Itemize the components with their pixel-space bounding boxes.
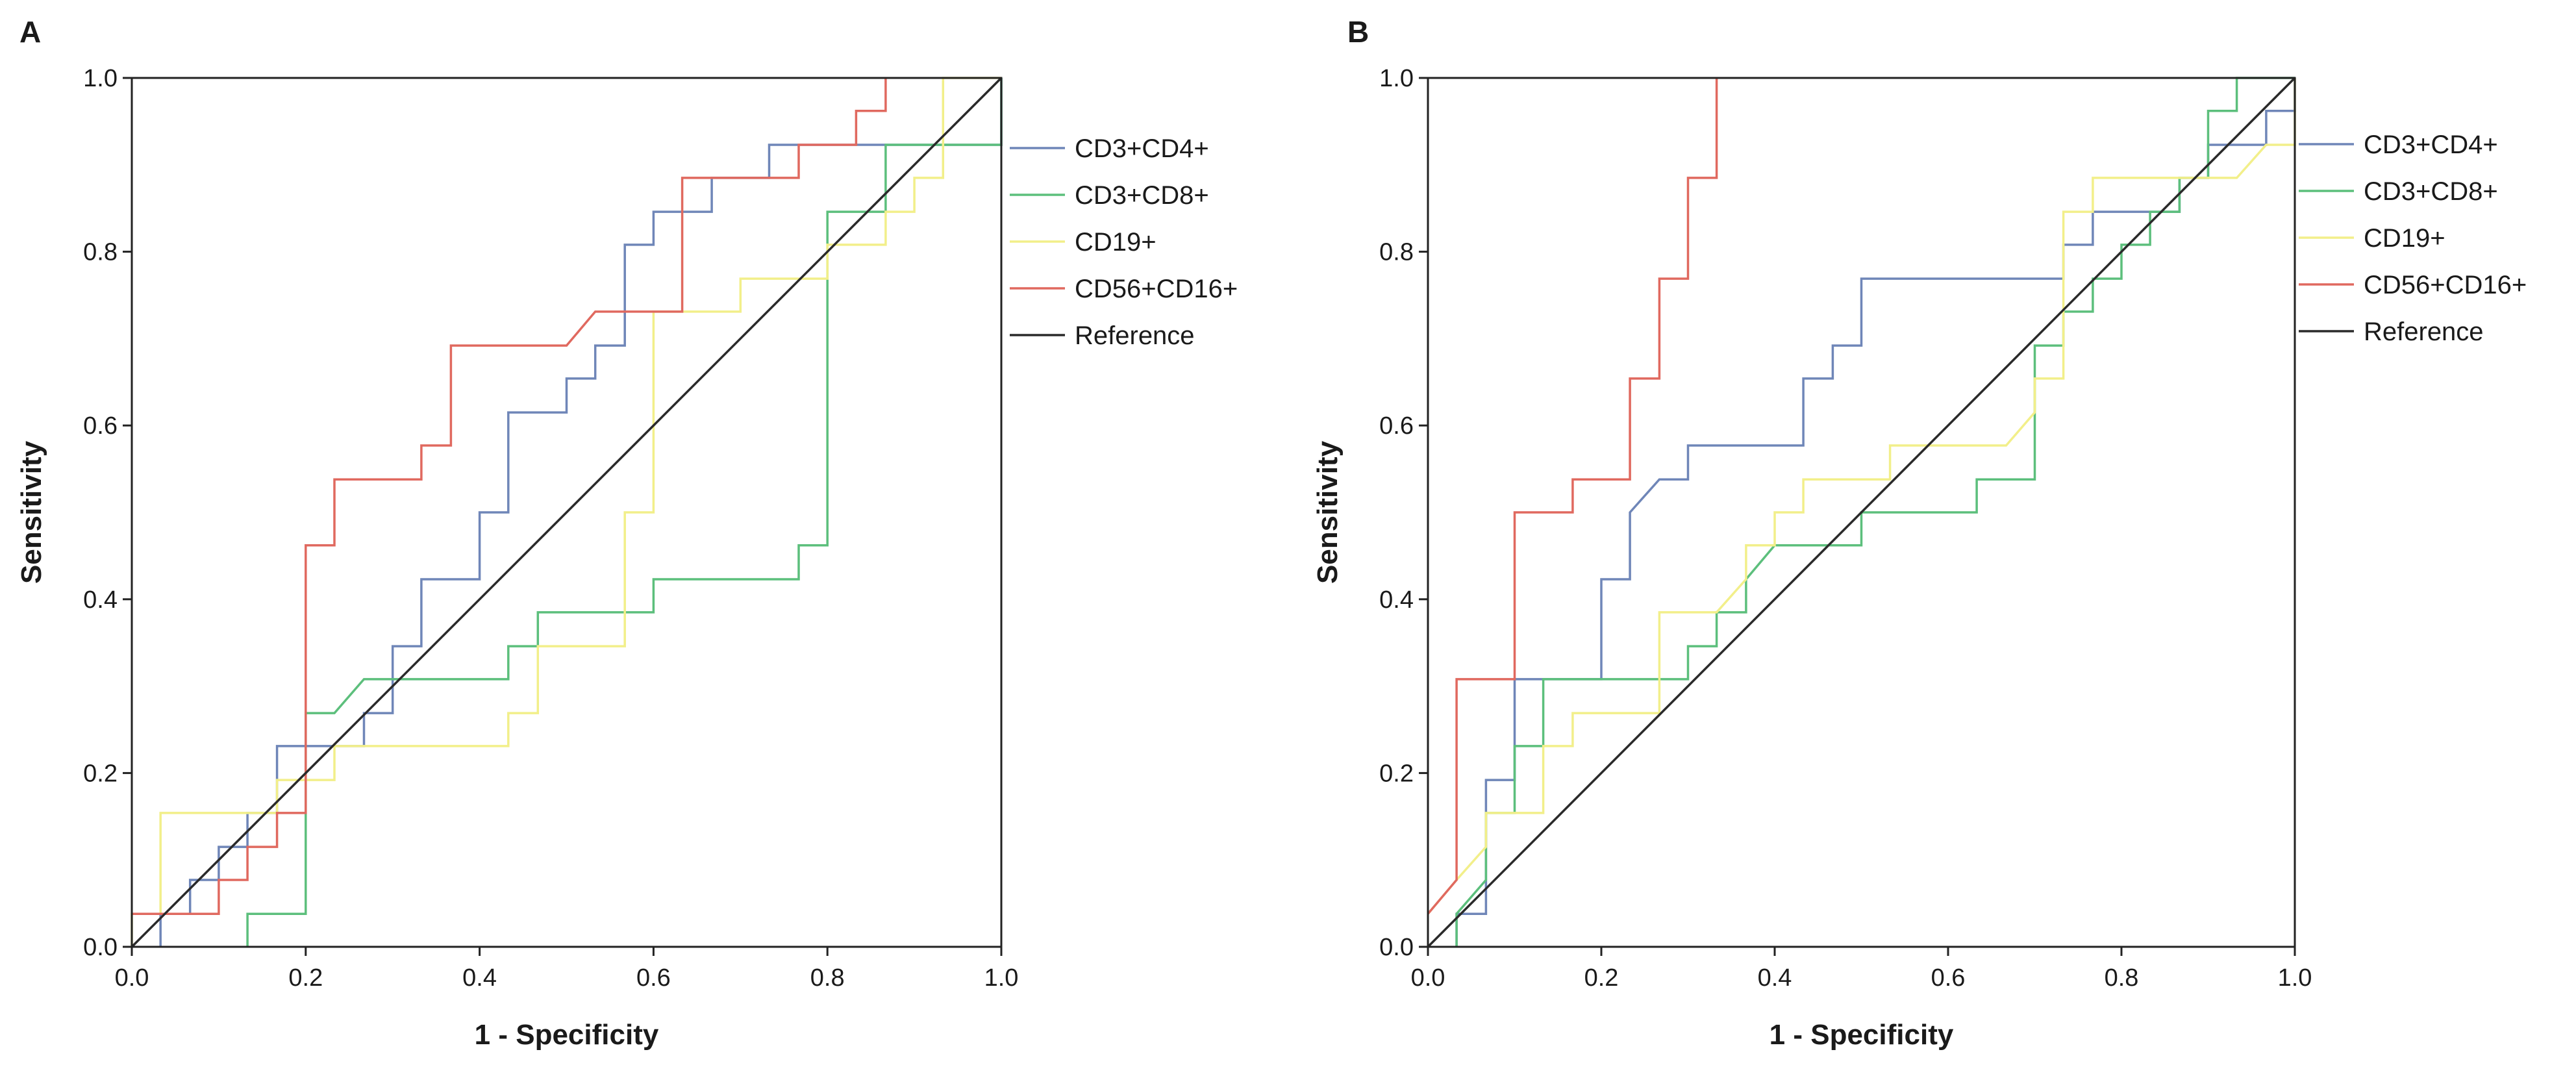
panel-a-x-tick-label: 0.8: [810, 964, 845, 992]
panel-a-letter: A: [19, 15, 41, 49]
panel-a-x-tick-label: 1.0: [984, 964, 1019, 992]
panel-a-legend-label-reference: Reference: [1075, 321, 1195, 350]
panel-a-x-tick-label: 0.0: [115, 964, 149, 992]
panel-b-curves: [1427, 77, 2296, 948]
panel-b-y-tick-label: 0.6: [1379, 412, 1414, 440]
panel-b-legend-label-cd3-cd8: CD3+CD8+: [2364, 177, 2498, 206]
panel-b-y-tick-label: 0.4: [1379, 586, 1414, 614]
panel-b-y-tick-label: 1.0: [1379, 65, 1414, 92]
panel-b-plot-frame: [1427, 77, 2296, 948]
panel-b-legend-label-cd56-cd16: CD56+CD16+: [2364, 271, 2527, 299]
panel-a-legend-label-cd3-cd8: CD3+CD8+: [1075, 181, 1209, 210]
panel-b-curve-cd56-cd16: [1427, 78, 1718, 915]
panel-b-y-tick-label: 0.8: [1379, 239, 1414, 266]
panel-a-y-tick-label: 0.2: [83, 760, 118, 787]
panel-b-legend-label-cd19: CD19+: [2364, 224, 2445, 253]
panel-a-y-tick-label: 1.0: [83, 65, 118, 92]
panel-a-x-tick-label: 0.4: [462, 964, 497, 992]
panel-a-y-tick-label: 0.4: [83, 586, 118, 614]
panel-a-curve-reference: [131, 77, 1003, 948]
panel-a-y-tick-label: 0.0: [83, 934, 118, 961]
panel-a-legend: CD3+CD4+ CD3+CD8+ CD19+ CD56+CD16+ Reference: [1010, 134, 1238, 350]
panel-b: B 0.0 0.2 0.4 0.6 0.8 1.0 0.0 0.2 0.4 0.6 0.8 1.0 1 -…: [1312, 15, 2527, 1051]
panel-a-y-tick-label: 0.6: [83, 412, 118, 440]
panel-a-x-tick-label: 0.2: [288, 964, 323, 992]
panel-a-curve-cd56-cd16: [132, 78, 887, 915]
panel-a-curve-cd19: [131, 77, 1001, 947]
panel-a-legend-label-cd19: CD19+: [1075, 228, 1157, 257]
panel-b-legend-label-reference: Reference: [2364, 318, 2484, 346]
panel-b-x-axis-title: 1 - Specificity: [1769, 1019, 1954, 1051]
panel-b-x-tick-label: 0.2: [1584, 964, 1619, 992]
panel-a-y-axis-title: Sensitivity: [16, 440, 47, 584]
panel-b-x-tick-label: 1.0: [2278, 964, 2312, 992]
panel-a-y-tick-label: 0.8: [83, 239, 118, 266]
panel-b-letter: B: [1347, 15, 1369, 49]
panel-a-curve-cd3-cd4: [159, 78, 1003, 947]
panel-b-curve-reference: [1427, 77, 2296, 948]
panel-b-x-tick-label: 0.4: [1758, 964, 1792, 992]
panel-a: A 0.0 0.2 0.4 0.6 0.8 1.0 0.0 0.2 0.4 0.6 0.8 1.0 1 -…: [16, 15, 1238, 1051]
panel-a-legend-label-cd56-cd16: CD56+CD16+: [1075, 275, 1238, 303]
panel-a-curve-cd3-cd8: [246, 78, 1003, 947]
panel-a-plot-frame: [131, 77, 1003, 948]
panel-b-x-tick-label: 0.0: [1411, 964, 1445, 992]
panel-a-x-axis-title: 1 - Specificity: [475, 1019, 659, 1051]
panel-a-curves: [131, 77, 1003, 948]
panel-b-curve-cd3-cd8: [1455, 77, 2295, 947]
panel-a-legend-label-cd3-cd4: CD3+CD4+: [1075, 134, 1209, 163]
panel-b-legend-label-cd3-cd4: CD3+CD4+: [2364, 131, 2498, 159]
panel-a-x-tick-label: 0.6: [636, 964, 671, 992]
panel-b-y-axis-title: Sensitivity: [1312, 440, 1344, 584]
panel-b-y-tick-label: 0.0: [1379, 934, 1414, 961]
panel-b-x-tick-label: 0.8: [2105, 964, 2139, 992]
panel-b-legend: CD3+CD4+ CD3+CD8+ CD19+ CD56+CD16+ Reference: [2299, 131, 2527, 346]
panel-b-x-tick-label: 0.6: [1931, 964, 1966, 992]
panel-b-curve-cd19: [1427, 78, 2296, 915]
panel-b-y-tick-label: 0.2: [1379, 760, 1414, 787]
